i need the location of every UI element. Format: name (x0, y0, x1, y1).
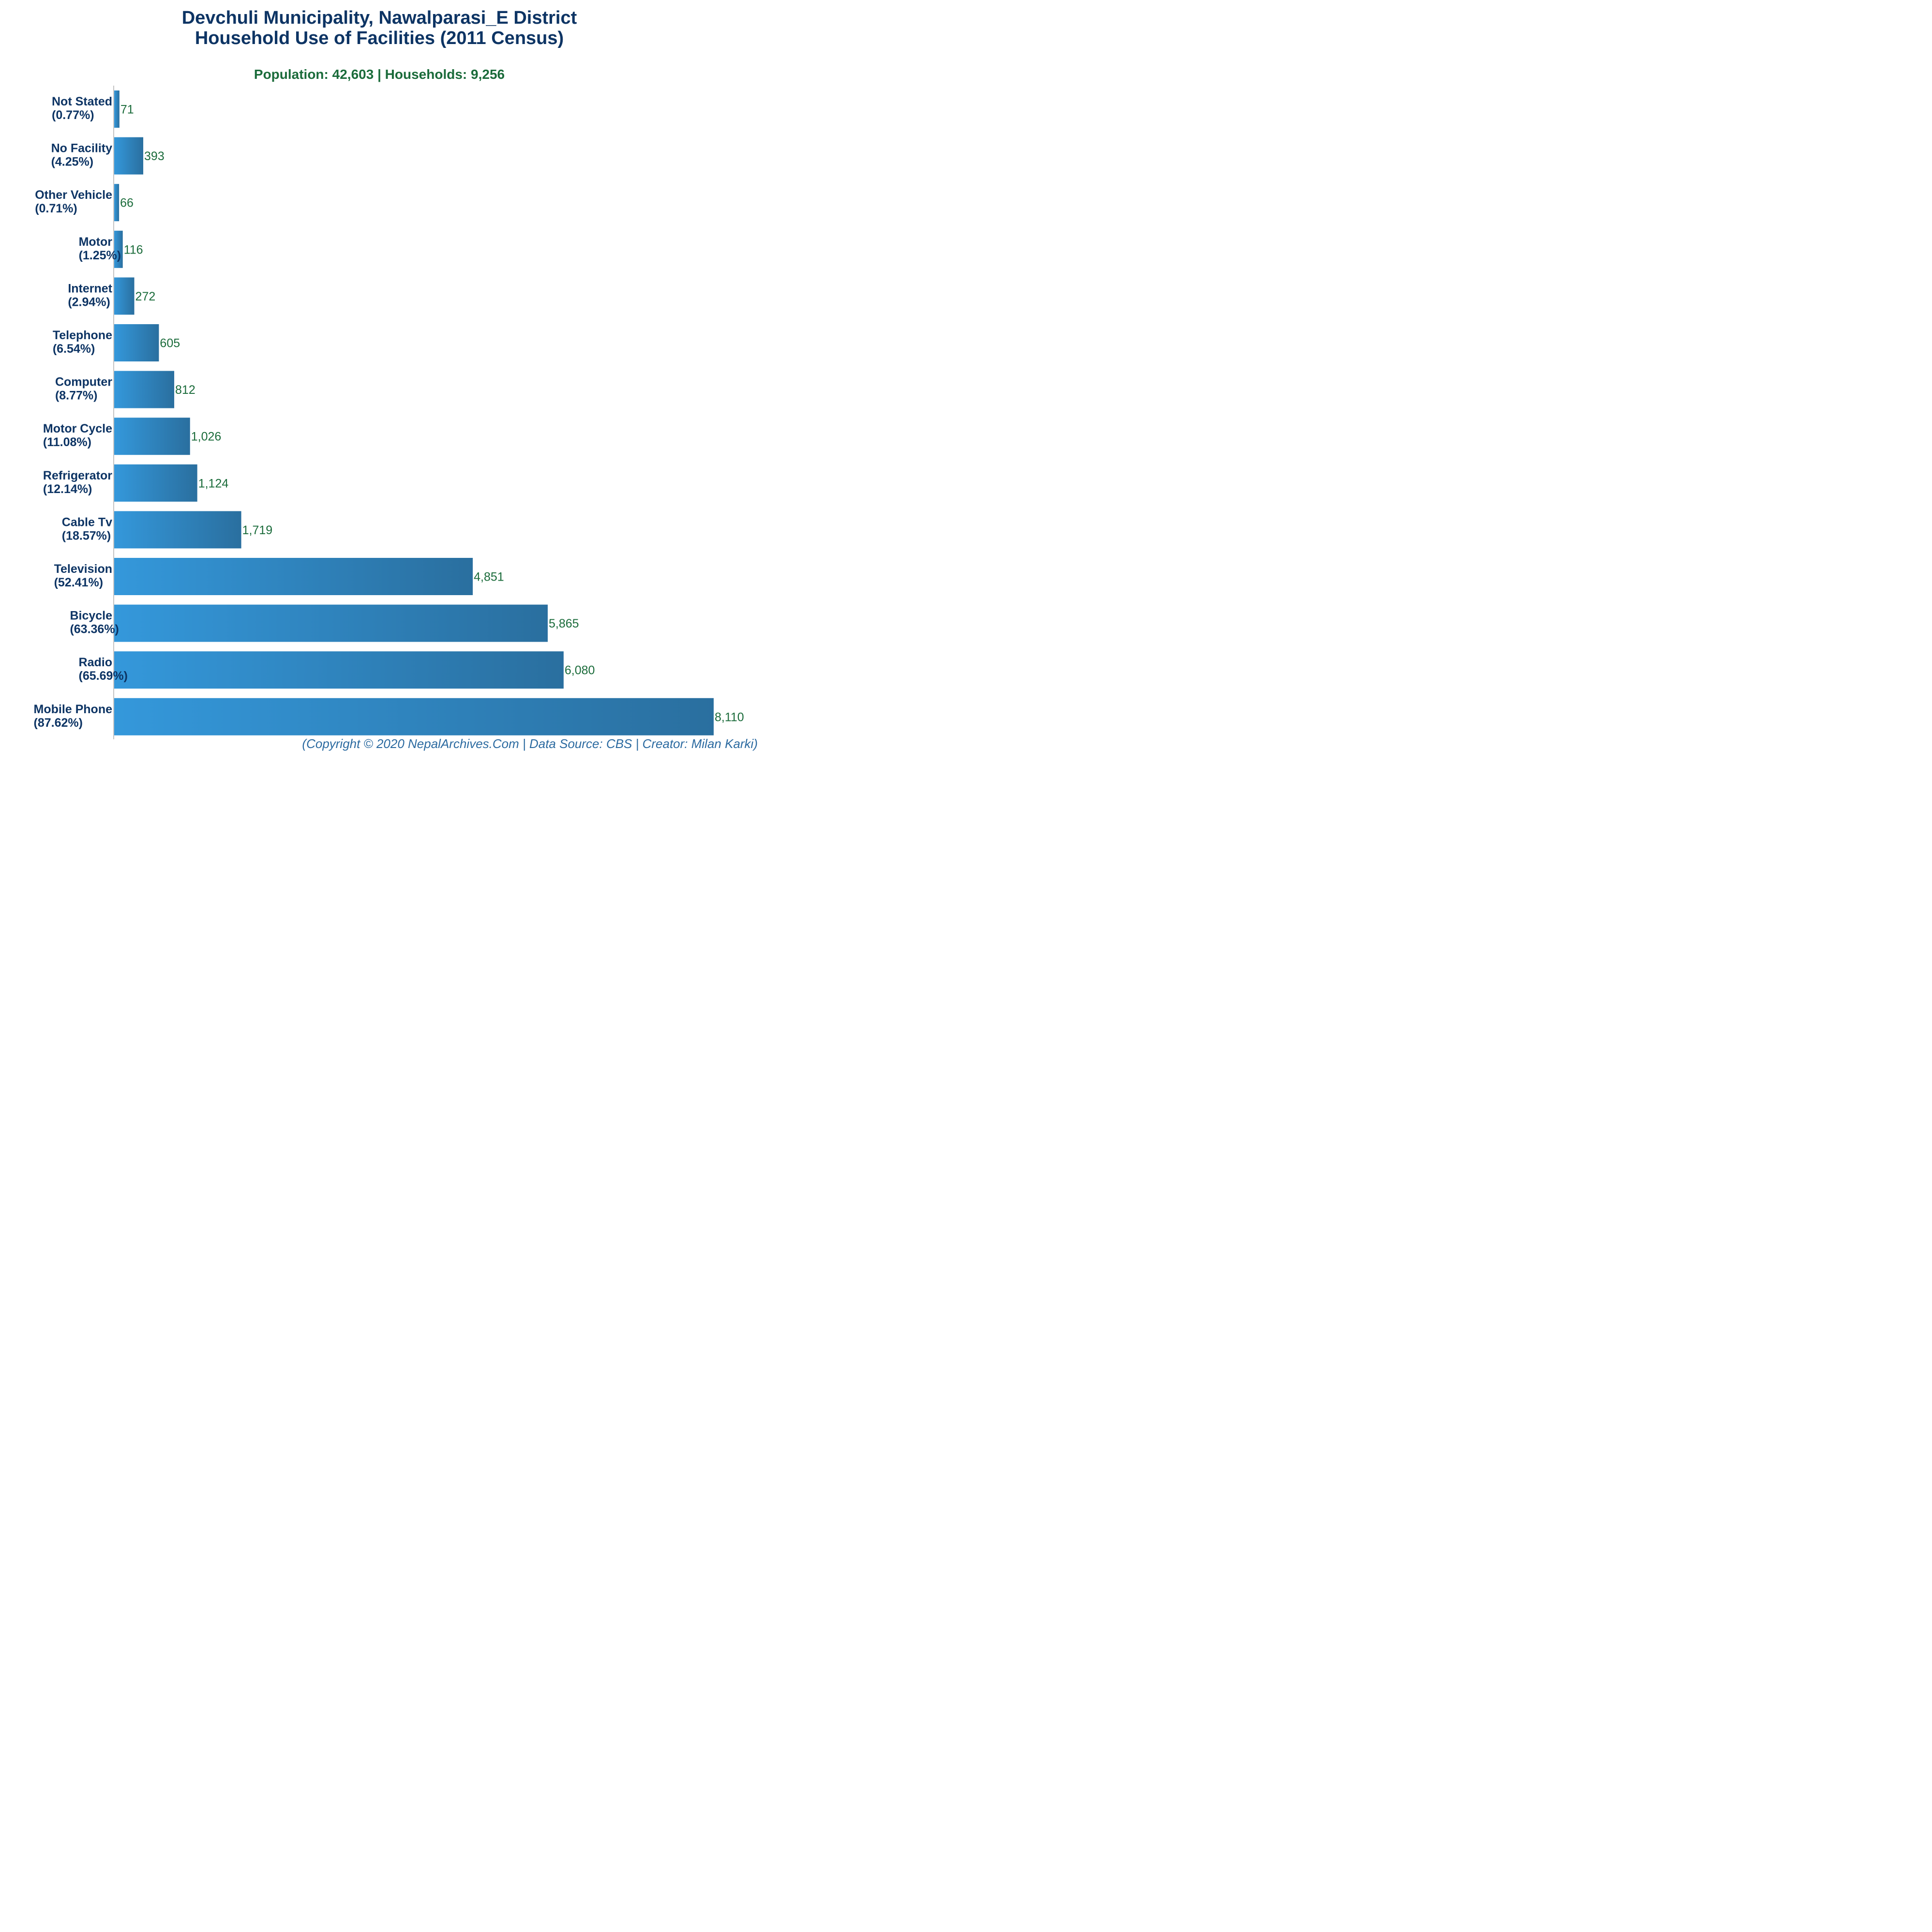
value-label-motor: 116 (124, 243, 143, 256)
bar-other-vehicle (114, 184, 120, 222)
bar-television (114, 558, 473, 595)
category-label-television: Television (54, 562, 112, 576)
category-label-motor-cycle: Motor Cycle (43, 422, 112, 435)
category-label-other-vehicle: Other Vehicle (35, 188, 112, 202)
bar-radio (114, 651, 564, 689)
value-label-refrigerator: 1,124 (198, 477, 229, 490)
value-label-other-vehicle: 66 (120, 196, 134, 210)
bar-cable-tv (114, 511, 241, 549)
percent-label-no-facility: (4.25%) (51, 155, 94, 169)
value-label-computer: 812 (175, 383, 195, 397)
bars-group: 71 Not Stated(0.77%) 393 No Facility(4.25%)… (34, 90, 744, 735)
chart-title-line-2: Household Use of Facilities (2011 Census… (195, 28, 564, 48)
bar-internet (114, 277, 135, 315)
value-label-radio: 6,080 (565, 664, 595, 677)
value-label-no-facility: 393 (144, 150, 165, 163)
percent-label-cable-tv: (18.57%) (62, 529, 111, 542)
category-label-mobile-phone: Mobile Phone (34, 703, 113, 716)
bar-motor-cycle (114, 418, 190, 455)
bar-no-facility (114, 137, 144, 175)
category-label-internet: Internet (68, 282, 112, 295)
bar-mobile-phone (114, 698, 714, 735)
bar-chart: 71 Not Stated(0.77%) 393 No Facility(4.25%)… (34, 86, 744, 739)
chart-title-line-1: Devchuli Municipality, Nawalparasi_E Dis… (181, 8, 577, 28)
value-label-telephone: 605 (160, 337, 180, 350)
chart-subtitle: Population: 42,603 | Households: 9,256 (254, 67, 505, 82)
percent-label-radio: (65.69%) (79, 669, 128, 683)
percent-label-motor-cycle: (11.08%) (43, 435, 91, 449)
category-label-radio: Radio (79, 656, 112, 669)
percent-label-telephone: (6.54%) (53, 342, 95, 356)
category-label-no-facility: No Facility (51, 142, 113, 155)
category-label-bicycle: Bicycle (70, 609, 112, 623)
percent-label-not-stated: (0.77%) (52, 108, 94, 122)
category-label-not-stated: Not Stated (52, 95, 112, 108)
category-label-motor: Motor (79, 235, 113, 249)
bar-refrigerator (114, 464, 197, 502)
bar-computer (114, 371, 175, 408)
percent-label-other-vehicle: (0.71%) (35, 202, 77, 215)
percent-label-mobile-phone: (87.62%) (34, 716, 83, 730)
percent-label-bicycle: (63.36%) (70, 623, 119, 636)
value-label-internet: 272 (135, 290, 156, 303)
category-label-telephone: Telephone (53, 329, 112, 342)
percent-label-computer: (8.77%) (55, 389, 98, 403)
percent-label-refrigerator: (12.14%) (43, 482, 92, 496)
category-label-computer: Computer (55, 375, 112, 389)
percent-label-motor: (1.25%) (79, 249, 121, 262)
category-label-cable-tv: Cable Tv (62, 515, 112, 529)
value-label-mobile-phone: 8,110 (715, 710, 744, 724)
value-label-not-stated: 71 (120, 103, 134, 117)
category-label-refrigerator: Refrigerator (43, 469, 112, 482)
value-label-bicycle: 5,865 (549, 617, 579, 630)
value-label-motor-cycle: 1,026 (191, 430, 222, 444)
percent-label-internet: (2.94%) (68, 295, 110, 309)
value-label-cable-tv: 1,719 (242, 524, 273, 537)
bar-telephone (114, 324, 159, 361)
bar-not-stated (114, 90, 120, 128)
value-label-television: 4,851 (474, 570, 504, 584)
percent-label-television: (52.41%) (54, 576, 103, 589)
bar-bicycle (114, 604, 548, 642)
footer-credit: (Copyright © 2020 NepalArchives.Com | Da… (302, 736, 758, 751)
bar-motor (114, 230, 123, 268)
